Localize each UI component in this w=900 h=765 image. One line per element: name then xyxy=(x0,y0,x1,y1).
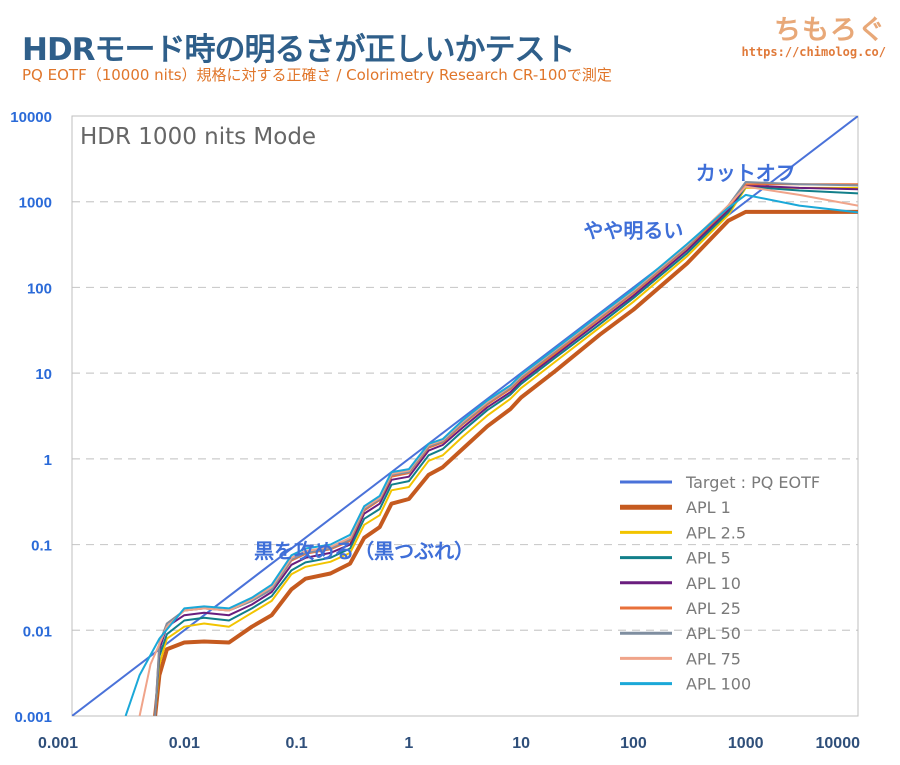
x-axis: 0.001 0.01 0.1 1 10 100 1000 10000 xyxy=(38,735,860,752)
y-tick-label: 100 xyxy=(27,280,52,297)
x-tick-label: 10 xyxy=(512,735,530,752)
y-tick-label: 1000 xyxy=(19,195,52,212)
series-line-6 xyxy=(154,181,858,716)
y-axis: 0.001 0.01 0.1 1 10 100 1000 10000 xyxy=(10,109,52,726)
series-line-2 xyxy=(154,186,858,716)
y-tick-label: 0.01 xyxy=(23,623,52,640)
legend-label: APL 25 xyxy=(686,599,741,618)
x-tick-label: 1000 xyxy=(728,735,764,752)
x-tick-label: 100 xyxy=(620,735,647,752)
legend-label: APL 2.5 xyxy=(686,523,746,542)
series-line-7 xyxy=(138,185,858,716)
legend-label: APL 75 xyxy=(686,649,741,668)
x-tick-label: 10000 xyxy=(816,735,861,752)
series-line-4 xyxy=(154,184,858,716)
legend-label: Target : PQ EOTF xyxy=(685,473,820,492)
page-subtitle: PQ EOTF（10000 nits）規格に対する正確さ / Colorimet… xyxy=(22,66,612,84)
page-title: HDRモード時の明るさが正しいかテスト xyxy=(22,32,576,68)
annotation-1: やや明るい xyxy=(583,219,683,243)
plot-border xyxy=(71,115,859,717)
y-tick-label: 10 xyxy=(35,366,52,383)
legend: Target : PQ EOTF APL 1 APL 2.5 APL 5 APL 10 A… xyxy=(620,473,820,694)
x-tick-label: 1 xyxy=(404,735,413,752)
y-tick-label: 0.1 xyxy=(31,538,52,555)
legend-label: APL 100 xyxy=(686,675,751,694)
legend-label: APL 10 xyxy=(686,574,741,593)
series-line-5 xyxy=(154,183,858,716)
x-tick-label: 0.01 xyxy=(169,735,200,752)
site-logo: ちもろぐ https://chimolog.co/ xyxy=(742,8,887,59)
series-line-8 xyxy=(124,193,858,716)
chart-title: HDR 1000 nits Mode xyxy=(80,124,316,150)
y-tick-label: 1 xyxy=(44,452,52,469)
legend-label: APL 50 xyxy=(686,624,741,643)
legend-label: APL 5 xyxy=(686,549,731,568)
y-tick-label: 10000 xyxy=(10,109,52,126)
x-tick-label: 0.1 xyxy=(285,735,307,752)
logo-text: ちもろぐ xyxy=(774,15,886,46)
annotation-0: カットオフ xyxy=(696,161,796,185)
x-tick-label: 0.001 xyxy=(38,735,78,752)
series-line-1 xyxy=(153,209,858,716)
y-tick-label: 0.001 xyxy=(14,709,52,726)
logo-url: https://chimolog.co/ xyxy=(741,45,887,59)
series-group xyxy=(72,116,858,716)
series-line-3 xyxy=(154,185,858,716)
legend-label: APL 1 xyxy=(686,498,731,517)
grid xyxy=(72,201,858,631)
annotation-2: 黒を攻める（黒つぶれ） xyxy=(254,539,474,563)
